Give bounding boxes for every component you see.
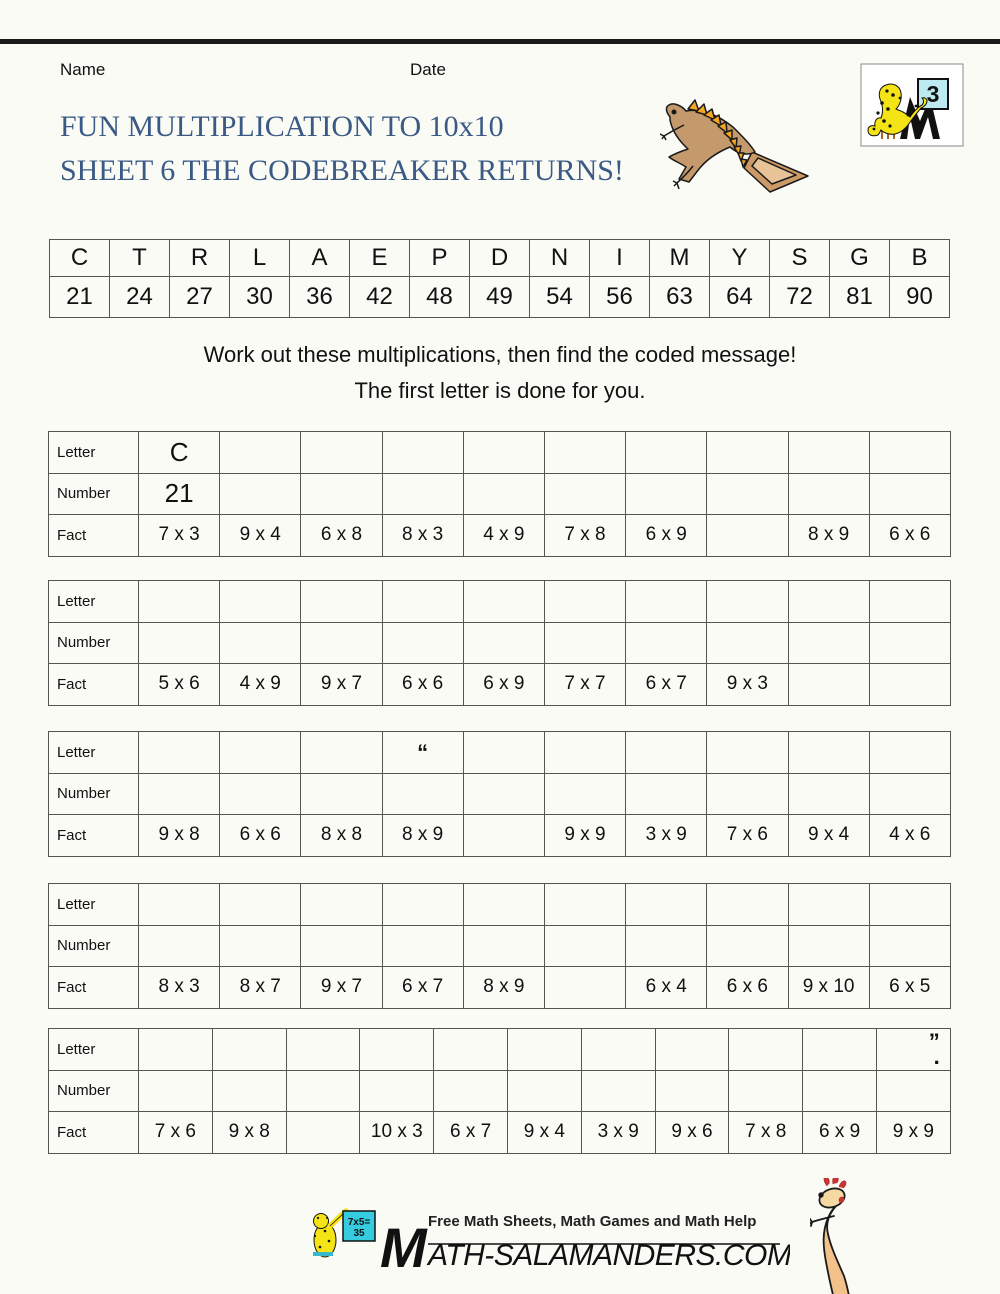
svg-text:35: 35 — [353, 1228, 365, 1239]
svg-text:7x5=: 7x5= — [348, 1217, 371, 1228]
svg-text:3: 3 — [927, 81, 940, 107]
svg-text:Free Math Sheets, Math Games a: Free Math Sheets, Math Games and Math He… — [428, 1213, 756, 1230]
svg-text:M: M — [380, 1216, 428, 1272]
